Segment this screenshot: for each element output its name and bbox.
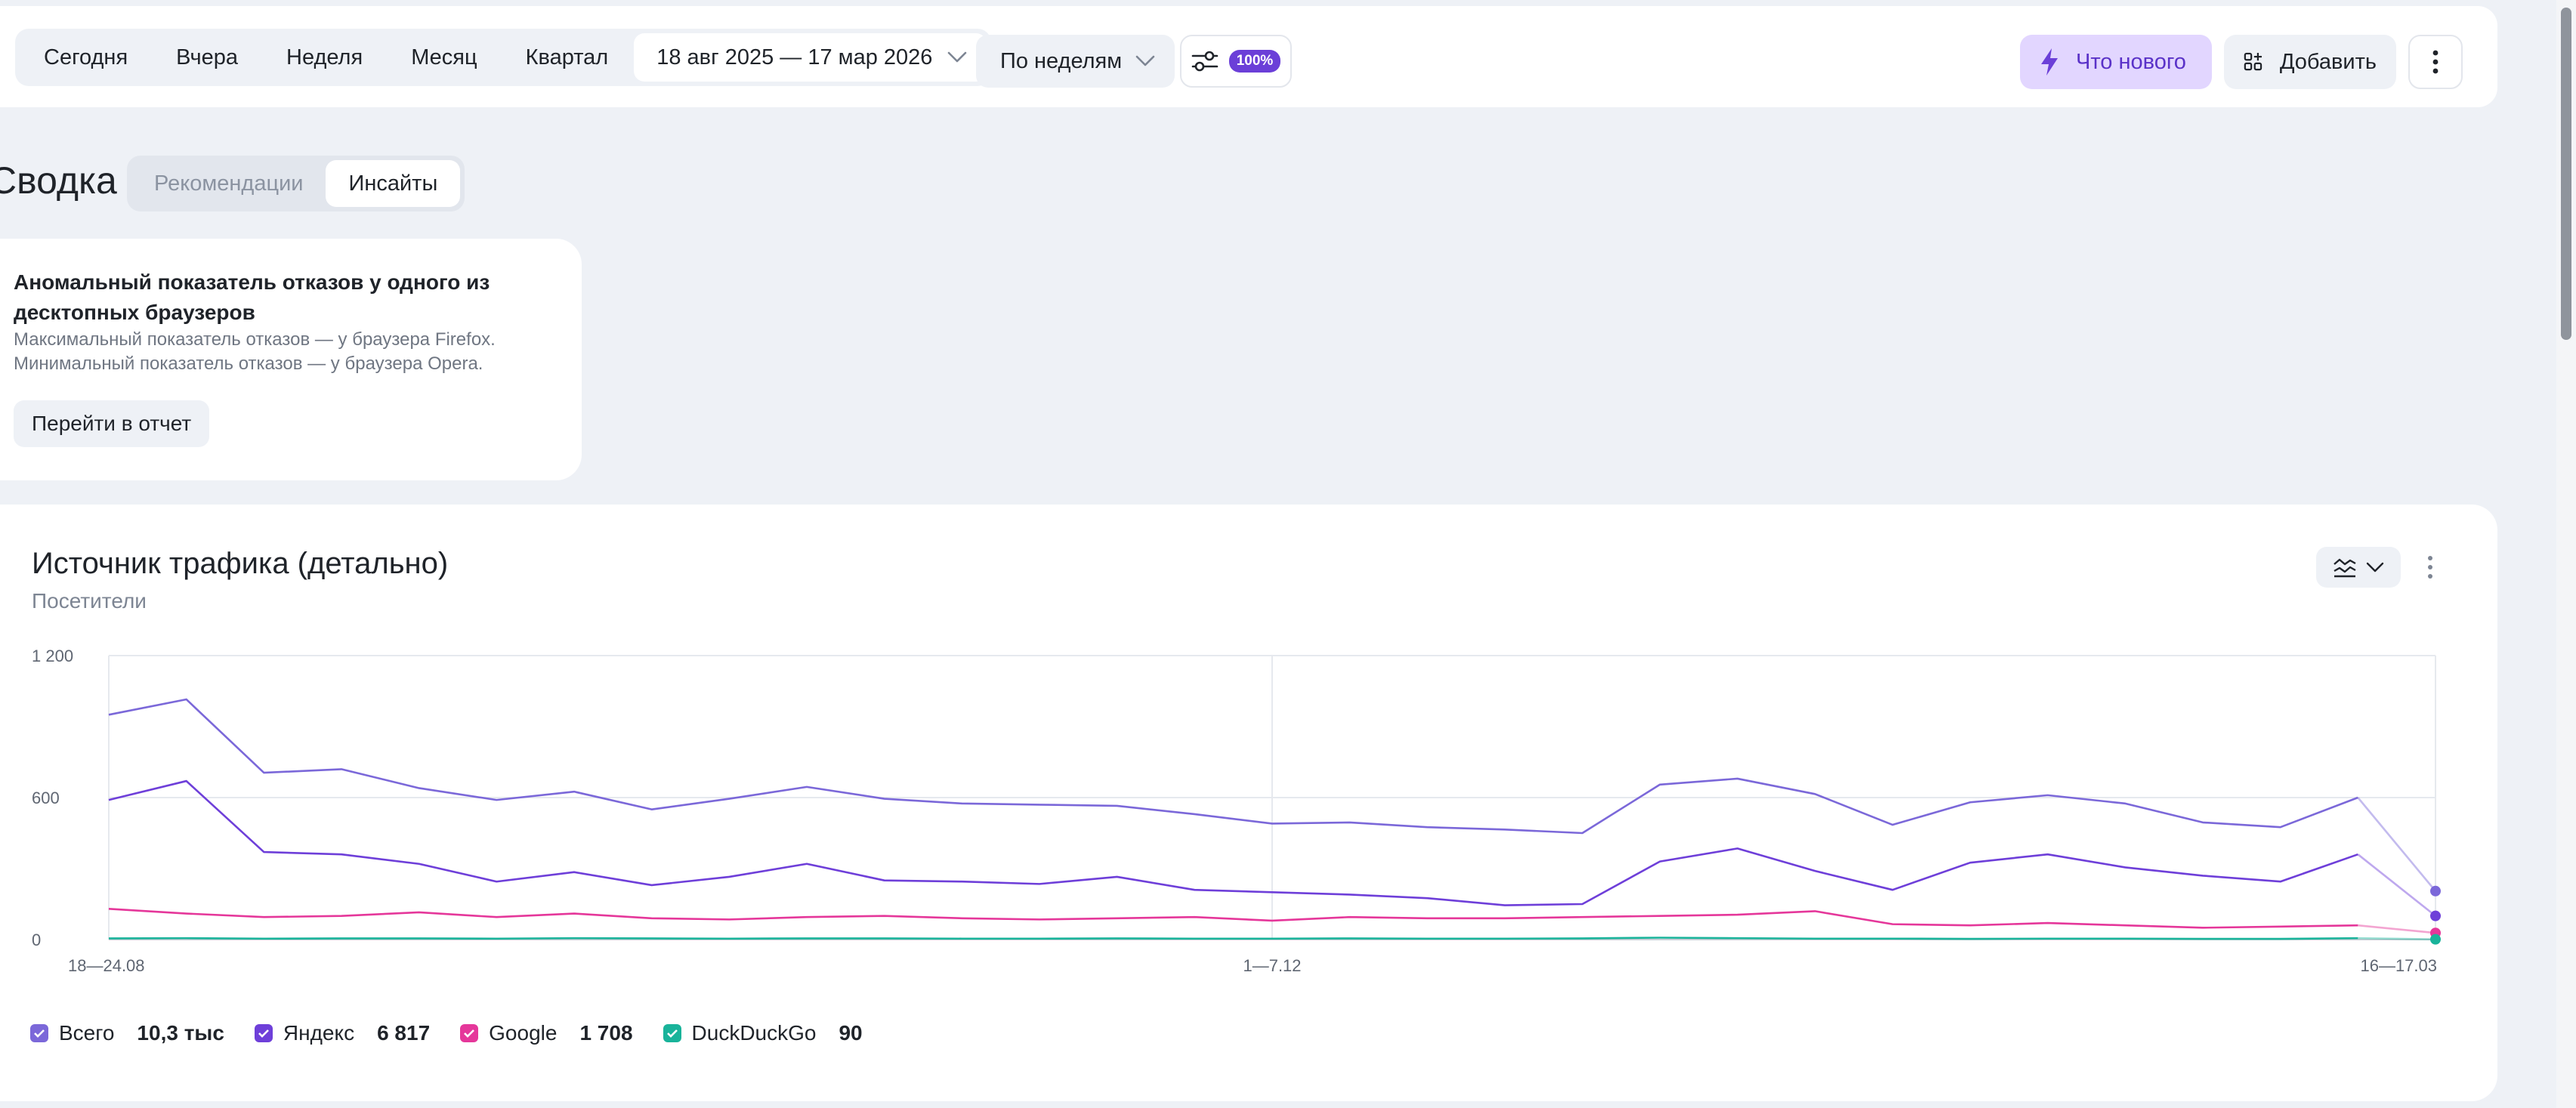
add-label: Добавить xyxy=(2279,49,2377,74)
legend-checkbox-yandex[interactable] xyxy=(254,1024,273,1042)
legend-item-duckduckgo[interactable]: DuckDuckGo 90 xyxy=(663,1021,863,1045)
sliders-icon xyxy=(1191,51,1218,72)
summary-title: Сводка xyxy=(0,159,117,202)
series-line-partial xyxy=(2358,937,2436,940)
chevron-down-icon xyxy=(948,51,967,63)
series-line xyxy=(108,698,2358,835)
date-range-picker[interactable]: 18 авг 2025 — 17 мар 2026 xyxy=(634,33,987,82)
x-tick-label: 18—24.08 xyxy=(68,956,145,975)
sampling-badge: 100% xyxy=(1228,50,1281,73)
legend-label-google: Google xyxy=(489,1021,558,1045)
checkmark-icon xyxy=(258,1029,269,1038)
add-widget-icon xyxy=(2244,52,2262,71)
insight-line-1: Максимальный показатель отказов — у брау… xyxy=(14,329,496,350)
legend-checkbox-google[interactable] xyxy=(460,1024,479,1042)
chart-title: Источник трафика (детально) xyxy=(32,547,449,580)
y-tick-label: 600 xyxy=(32,789,60,807)
series-line-partial xyxy=(2357,853,2436,917)
period-month-button[interactable]: Месяц xyxy=(411,45,477,69)
date-range-label: 18 авг 2025 — 17 мар 2026 xyxy=(656,45,933,69)
legend-item-yandex[interactable]: Яндекс 6 817 xyxy=(254,1021,431,1045)
summary-tabs: Рекомендации Инсайты xyxy=(127,156,465,211)
legend-checkbox-total[interactable] xyxy=(30,1024,48,1042)
whats-new-button[interactable]: Что нового xyxy=(2020,35,2212,89)
series-line xyxy=(108,907,2358,929)
sampling-settings-button[interactable]: 100% xyxy=(1180,35,1292,88)
series-last-point xyxy=(2430,910,2441,921)
whats-new-label: Что нового xyxy=(2076,49,2186,74)
chevron-down-icon xyxy=(1135,55,1155,66)
tab-recommendations[interactable]: Рекомендации xyxy=(154,171,304,196)
top-toolbar: Сегодня Вчера Неделя Месяц Квартал 18 ав… xyxy=(0,6,2497,107)
add-widget-button[interactable]: Добавить xyxy=(2224,35,2396,89)
chart-subtitle: Посетители xyxy=(32,589,147,613)
series-line xyxy=(108,937,2358,940)
period-selector: Сегодня Вчера Неделя Месяц Квартал 18 ав… xyxy=(15,29,992,86)
x-tick-label: 16—17.03 xyxy=(2360,956,2437,975)
x-tick-label: 1—7.12 xyxy=(1243,956,1301,975)
tab-insights[interactable]: Инсайты xyxy=(326,160,461,207)
chart-more-button[interactable] xyxy=(2417,548,2443,586)
period-quarter-button[interactable]: Квартал xyxy=(525,45,609,69)
legend-value-yandex: 6 817 xyxy=(377,1021,431,1045)
vertical-dots-icon xyxy=(2428,556,2432,579)
legend-checkbox-duckduckgo[interactable] xyxy=(663,1024,681,1042)
grouping-label: По неделям xyxy=(1000,48,1123,73)
legend-label-yandex: Яндекс xyxy=(283,1021,355,1045)
line-chart-icon xyxy=(2334,558,2356,578)
series-line xyxy=(108,779,2358,906)
toolbar-more-button[interactable] xyxy=(2408,35,2463,89)
lightning-icon xyxy=(2041,48,2058,76)
legend-value-total: 10,3 тыс xyxy=(137,1021,224,1045)
legend-value-google: 1 708 xyxy=(579,1021,633,1045)
legend-value-duckduckgo: 90 xyxy=(839,1021,863,1045)
traffic-line-chart: 0 600 1 200 18—24.08 1—7.12 16—17.03 xyxy=(32,647,2441,975)
insight-line-2: Минимальный показатель отказов — у брауз… xyxy=(14,353,483,374)
period-today-button[interactable]: Сегодня xyxy=(44,45,128,69)
legend-label-duckduckgo: DuckDuckGo xyxy=(691,1021,817,1045)
go-to-report-button[interactable]: Перейти в отчет xyxy=(14,400,210,447)
period-week-button[interactable]: Неделя xyxy=(286,45,363,69)
legend-label-total: Всего xyxy=(59,1021,115,1045)
vertical-dots-icon xyxy=(2432,50,2439,74)
series-line-partial xyxy=(2357,797,2437,892)
chart-legend: Всего 10,3 тыс Яндекс 6 817 Google 1 708… xyxy=(30,1021,893,1045)
series-line-partial xyxy=(2358,924,2436,934)
period-yesterday-button[interactable]: Вчера xyxy=(176,45,239,69)
y-tick-label: 0 xyxy=(32,931,41,949)
series-last-point xyxy=(2430,885,2441,897)
series-last-point xyxy=(2430,934,2441,945)
chart-type-select[interactable] xyxy=(2316,547,2401,588)
checkmark-icon xyxy=(464,1029,475,1038)
grouping-select[interactable]: По неделям xyxy=(976,35,1175,88)
insight-title: Аномальный показатель отказов у одного и… xyxy=(14,270,490,324)
checkmark-icon xyxy=(34,1029,45,1038)
y-tick-label: 1 200 xyxy=(32,647,73,665)
scrollbar-thumb[interactable] xyxy=(2561,8,2571,340)
insight-card: Аномальный показатель отказов у одного и… xyxy=(0,239,582,480)
insight-description: Максимальный показатель отказов — у брау… xyxy=(14,328,496,376)
page-scrollbar[interactable] xyxy=(2556,0,2576,1108)
legend-item-google[interactable]: Google 1 708 xyxy=(460,1021,633,1045)
legend-item-total[interactable]: Всего 10,3 тыс xyxy=(30,1021,224,1045)
chevron-down-icon xyxy=(2366,562,2384,572)
traffic-source-chart-card: Источник трафика (детально) Посетители 0… xyxy=(0,505,2497,1101)
checkmark-icon xyxy=(666,1029,678,1038)
